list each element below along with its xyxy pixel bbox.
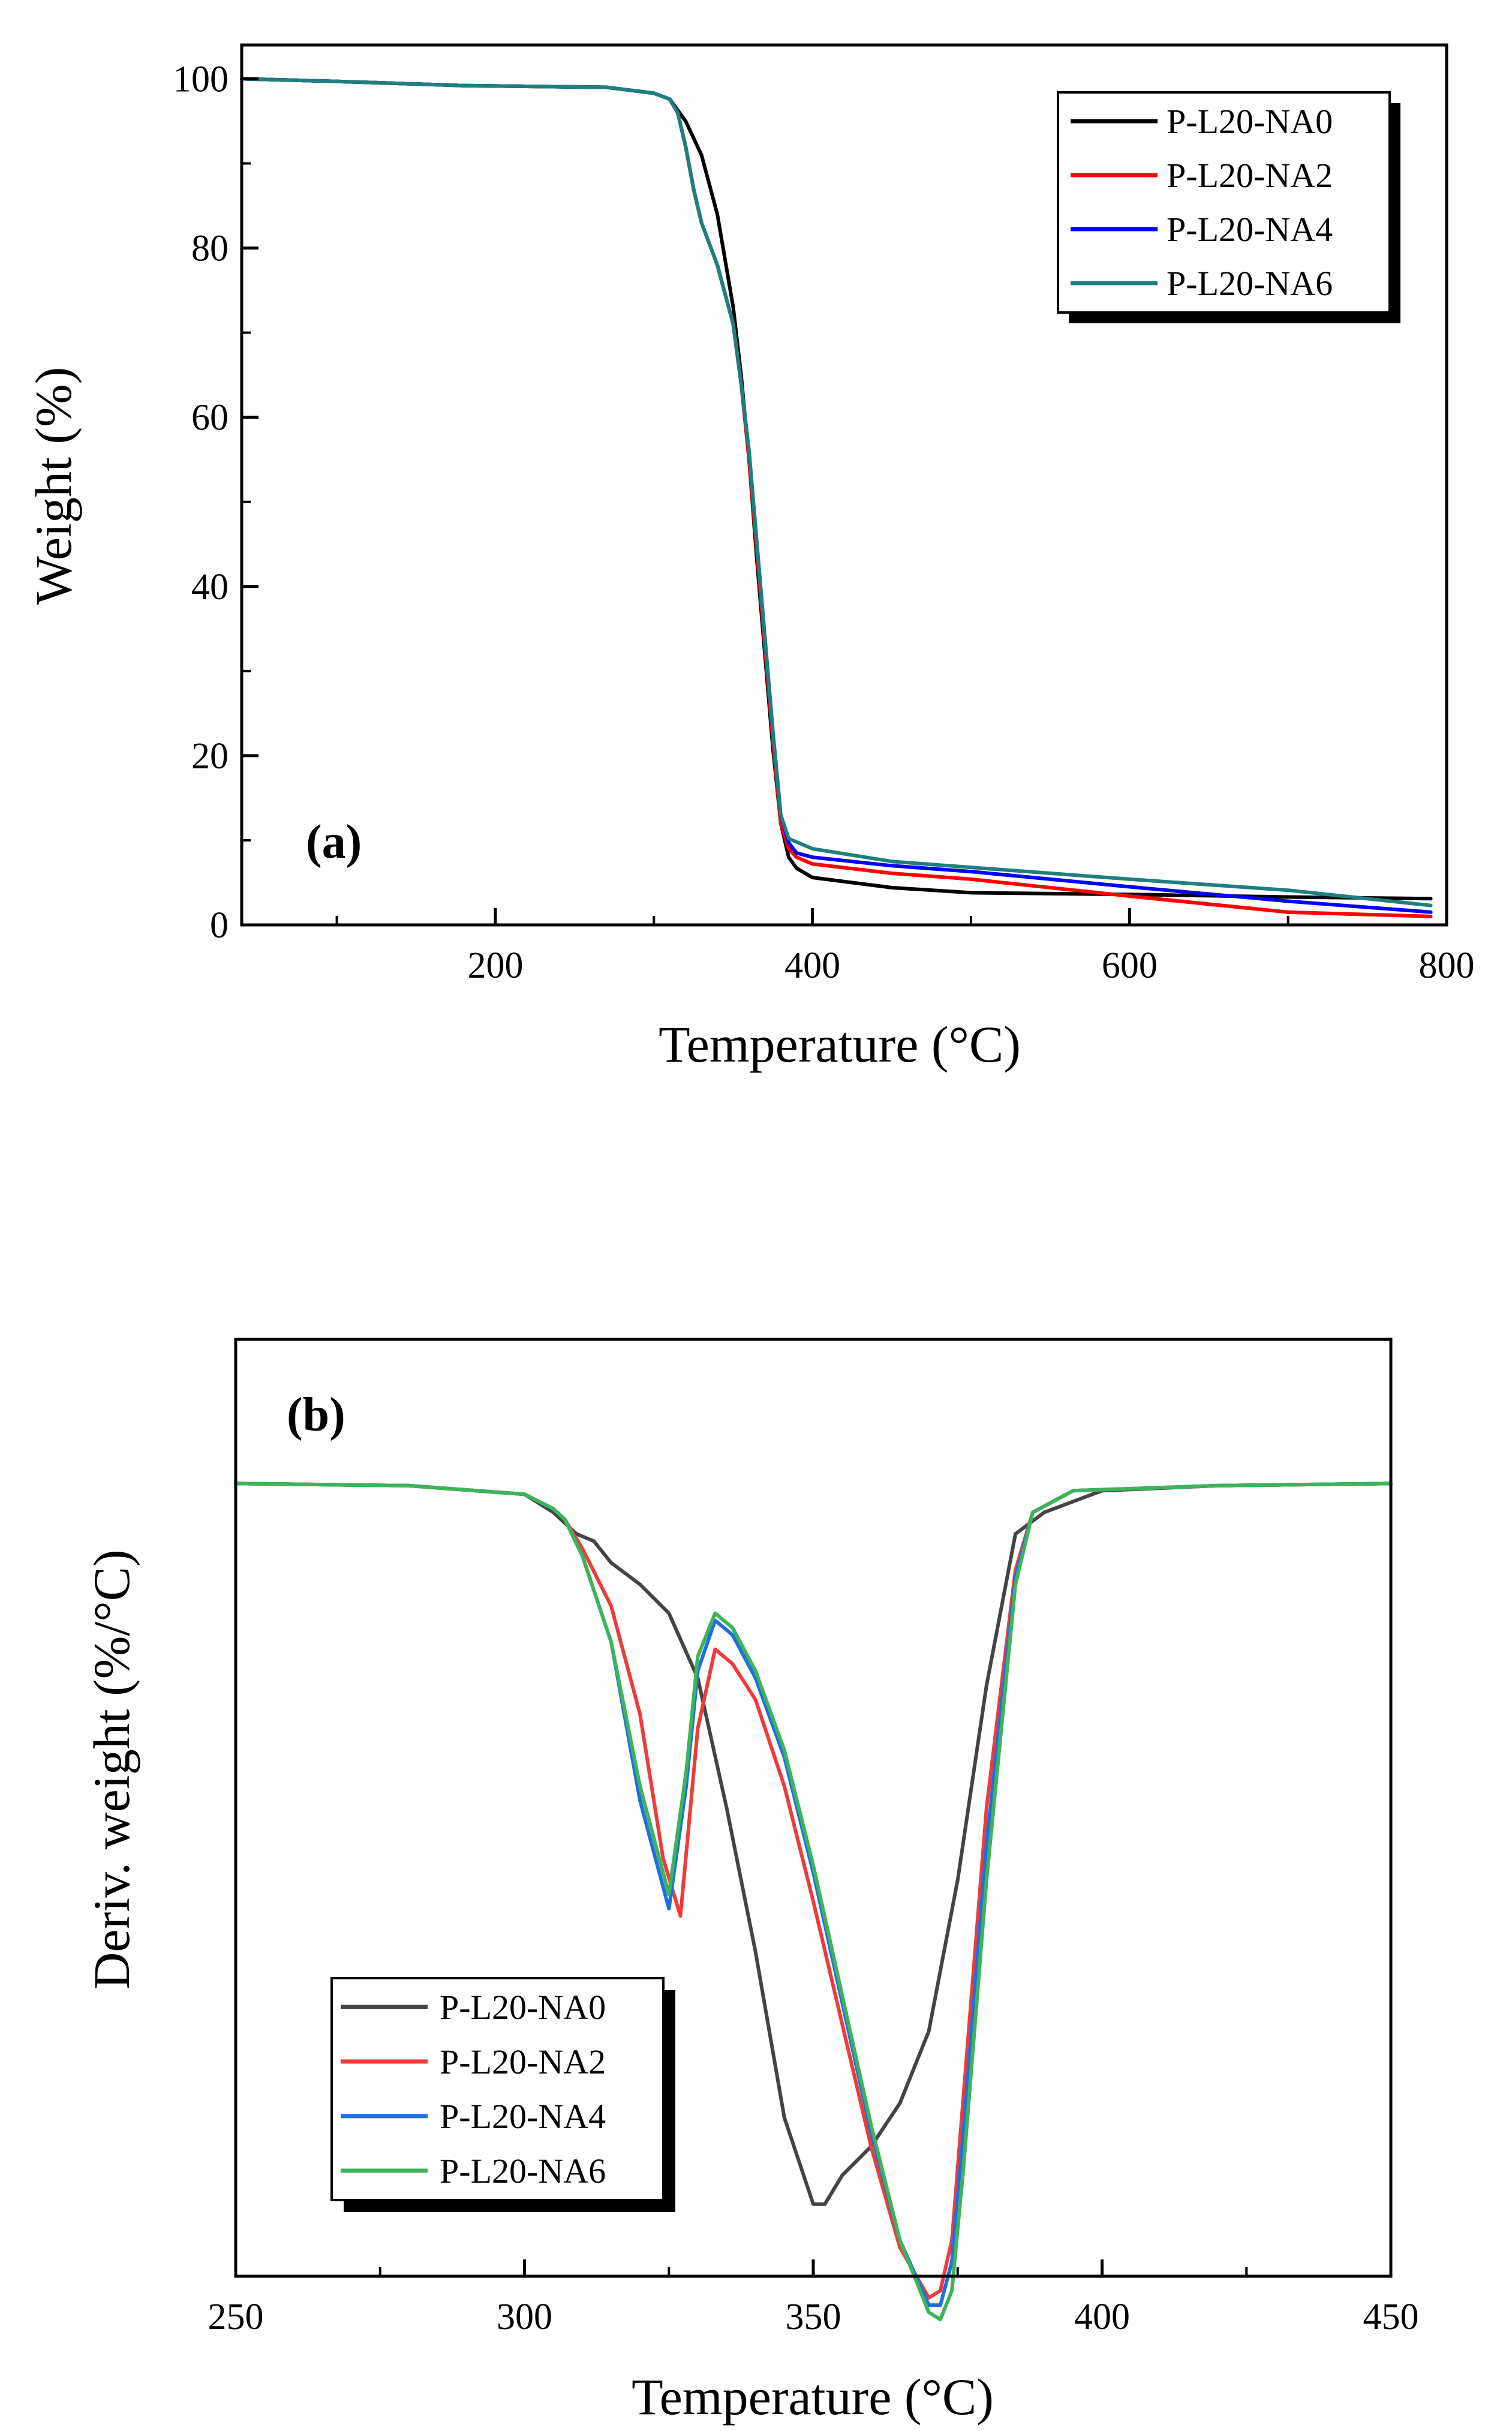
panel-a-legend-box	[1057, 91, 1391, 314]
panel-b-x-tick-label: 400	[1074, 2297, 1130, 2337]
panel-b-x-ticks: 250 300 350 400 450	[208, 2259, 1419, 2337]
panel-a-legend: P-L20-NA0 P-L20-NA2 P-L20-NA4 P-L20-NA6	[1057, 91, 1400, 323]
panel-a-y-tick-label: 100	[173, 59, 229, 100]
panel-b-legend-label-p-l20-na2: P-L20-NA2	[440, 2042, 606, 2081]
panel-b-series-p-l20-na2	[234, 1482, 1393, 2300]
panel-a-tga-chart: 200 400 600 800 0 20 40 60 80 100 Temperature (°…	[25, 43, 1475, 1073]
panel-b-x-tick-label: 300	[497, 2297, 552, 2337]
panel-a-legend-label-p-l20-na0: P-L20-NA0	[1167, 102, 1333, 141]
panel-a-label: (a)	[306, 816, 362, 869]
panel-b-legend-label-p-l20-na4: P-L20-NA4	[440, 2097, 606, 2136]
panel-b-legend-items: P-L20-NA0 P-L20-NA2 P-L20-NA4 P-L20-NA6	[341, 1988, 606, 2190]
panel-a-y-tick-label: 80	[191, 229, 229, 269]
panel-b-curves	[234, 1482, 1393, 2322]
panel-a-curves	[240, 77, 1433, 918]
panel-a-x-ticks: 200 400 600 800	[335, 908, 1475, 986]
panel-a-x-tick-label: 400	[784, 945, 840, 986]
panel-a-legend-label-p-l20-na4: P-L20-NA4	[1167, 210, 1333, 249]
panel-a-x-tick-label: 800	[1419, 945, 1475, 986]
panel-a-legend-label-p-l20-na2: P-L20-NA2	[1167, 156, 1333, 195]
panel-a-legend-label-p-l20-na6: P-L20-NA6	[1167, 264, 1333, 303]
panel-a-y-tick-label: 20	[191, 736, 229, 777]
panel-b-legend: P-L20-NA0 P-L20-NA2 P-L20-NA4 P-L20-NA6	[330, 1977, 675, 2212]
panel-b-y-axis-title: Deriv. weight (%/°C)	[83, 1549, 140, 1989]
panel-a-plot-frame	[240, 43, 1448, 927]
panel-a-y-tick-label: 60	[191, 398, 229, 438]
panel-a-legend-items: P-L20-NA0 P-L20-NA2 P-L20-NA4 P-L20-NA6	[1071, 102, 1333, 303]
panel-a-y-tick-label: 0	[210, 905, 229, 946]
panel-b-x-tick-label: 450	[1363, 2297, 1419, 2337]
panel-a-series-p-l20-na6	[240, 77, 1433, 908]
panel-b-x-axis-title: Temperature (°C)	[632, 2368, 994, 2426]
panel-b-x-tick-label: 350	[786, 2297, 841, 2337]
panel-a-x-tick-label: 600	[1102, 945, 1158, 986]
panel-a-y-ticks: 0 20 40 60 80 100	[173, 59, 258, 946]
panel-b-label: (b)	[287, 1389, 345, 1441]
panel-b-legend-label-p-l20-na0: P-L20-NA0	[440, 1988, 606, 2027]
panel-a-y-tick-label: 40	[191, 567, 229, 608]
panel-a-x-axis-title: Temperature (°C)	[659, 1015, 1021, 1073]
panel-a-x-tick-label: 200	[467, 945, 523, 986]
panel-b-legend-box	[330, 1977, 665, 2201]
panel-b-series-p-l20-na0	[234, 1482, 1393, 2206]
panel-b-dtg-chart: 250 300 350 400 450 Temperature (°C) Deriv. …	[83, 1338, 1419, 2426]
panel-b-legend-label-p-l20-na6: P-L20-NA6	[440, 2151, 606, 2190]
panel-b-x-tick-label: 250	[208, 2297, 264, 2337]
panel-a-y-axis-title: Weight (%)	[25, 367, 82, 605]
panel-b-series-p-l20-na6	[234, 1482, 1393, 2322]
